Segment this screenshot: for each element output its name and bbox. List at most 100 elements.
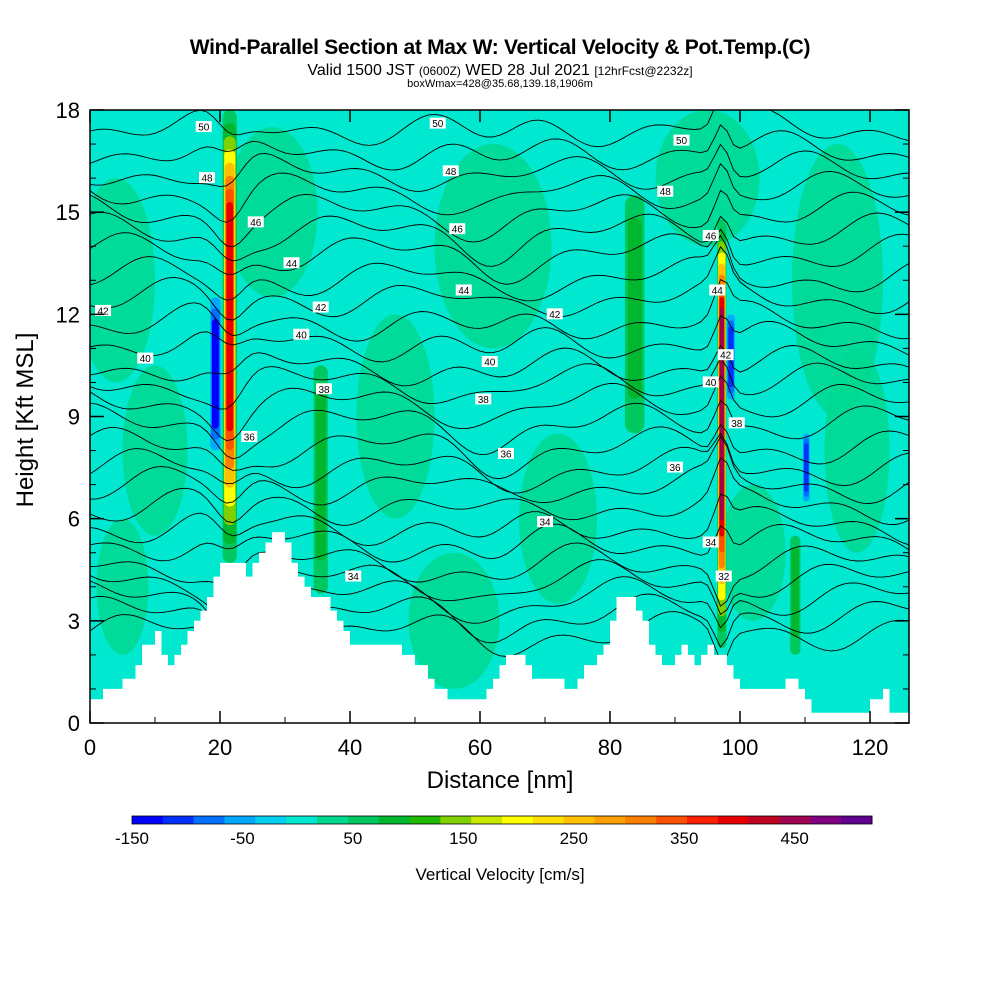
theta-contour — [90, 432, 909, 494]
y-tick-label: 15 — [56, 200, 80, 225]
colorbar-swatch — [841, 816, 873, 824]
contour-label: 50 — [198, 123, 210, 134]
contour-label-box — [709, 284, 726, 296]
y-tick-label: 0 — [68, 711, 80, 736]
contour-label: 48 — [660, 187, 672, 198]
contour-label: 44 — [712, 286, 724, 297]
colorbar-tick-label: -150 — [115, 829, 149, 848]
valid-prefix: Valid 1500 JST — [307, 62, 415, 79]
contour-label-box — [673, 134, 690, 146]
theta-contour — [90, 211, 909, 267]
colorbar-swatch — [317, 816, 349, 824]
contour-label-box — [199, 172, 215, 184]
colorbar-tick-label: 50 — [343, 829, 362, 848]
colorbar-swatch — [779, 816, 811, 824]
contour-label: 38 — [318, 385, 330, 396]
contour-label-box — [537, 516, 553, 528]
theta-contour — [90, 315, 909, 363]
theta-contour — [90, 435, 909, 506]
downdraft-down-19nm — [210, 297, 221, 451]
weak-updraft-patch — [824, 348, 890, 553]
contour-label: 50 — [676, 136, 688, 147]
contour-label: 40 — [140, 354, 152, 365]
theta-contour — [90, 246, 909, 321]
contour-label: 42 — [97, 306, 109, 317]
colorbar: -150 -50 50 150 250 350 450 — [115, 815, 873, 848]
colorbar-tick-label: 150 — [449, 829, 477, 848]
weak-updraft-patch — [122, 365, 188, 536]
updraft-level — [315, 387, 327, 561]
colorbar-swatch — [748, 816, 780, 824]
contour-label: 38 — [478, 395, 490, 406]
weak-updraft-patch — [90, 178, 155, 383]
theta-contour — [90, 278, 909, 342]
colorbar-tick-label: 350 — [670, 829, 698, 848]
colorbar-swatch — [563, 816, 595, 824]
x-tick-label: 60 — [468, 735, 492, 760]
contour-label: 48 — [201, 174, 213, 185]
updraft-cell-97nm — [717, 218, 727, 649]
colorbar-swatch — [409, 816, 441, 824]
weak-updraft-patch — [720, 484, 786, 621]
weak-updraft-patch — [226, 127, 318, 298]
contour-label-box — [345, 570, 362, 582]
contour-label-box — [715, 570, 732, 582]
contour-label-box — [247, 216, 264, 228]
theta-contour — [90, 110, 909, 148]
y-axis-title: Height [Kft MSL] — [12, 333, 39, 508]
updraft-level — [627, 217, 642, 399]
weak-updraft-patch — [792, 144, 883, 417]
updraft-level — [791, 547, 800, 638]
contour-label: 40 — [484, 358, 496, 369]
updraft-cell-109nm — [790, 535, 801, 655]
contour-label: 44 — [286, 259, 298, 270]
colorbar-swatch — [594, 816, 626, 824]
valid-utc: (0600Z) — [418, 64, 461, 78]
contour-label-box — [498, 447, 514, 459]
contour-label-box — [95, 304, 111, 316]
contour-label-box — [667, 461, 683, 473]
downdraft-level — [804, 443, 809, 492]
contour-label-box — [717, 349, 734, 361]
valid-time-line: Valid 1500 JST (0600Z) WED 28 Jul 2021 [… — [0, 62, 1000, 80]
colorbar-swatch — [656, 816, 688, 824]
contour-label: 34 — [539, 518, 551, 529]
x-tick-label: 80 — [598, 735, 622, 760]
updraft-level — [719, 308, 724, 521]
contour-label-box — [449, 223, 466, 235]
theta-contour — [90, 162, 909, 223]
contour-label-box — [442, 165, 459, 177]
weak-updraft-patch — [434, 144, 552, 349]
contour-label: 48 — [445, 167, 457, 178]
colorbar-title: Vertical Velocity [cm/s] — [415, 865, 584, 884]
updraft-cell-20nm — [222, 110, 237, 563]
theta-contours — [90, 110, 909, 662]
theta-contour — [90, 357, 909, 410]
theta-contour — [90, 423, 909, 480]
title-main: Wind-Parallel Section at Max W: Vertical… — [189, 36, 783, 59]
contour-label-box — [316, 383, 332, 395]
colorbar-swatch — [286, 816, 318, 824]
forecast-info: [12hrFcst@2232z] — [594, 64, 693, 78]
downdraft-level — [212, 319, 219, 429]
weak-updraft-patch — [519, 433, 597, 604]
contour-label: 40 — [296, 330, 308, 341]
contour-label: 42 — [315, 303, 327, 314]
colorbar-swatch — [162, 816, 195, 824]
contour-label-box — [475, 393, 492, 405]
colorbar-swatch — [717, 816, 750, 824]
theta-contour — [90, 234, 909, 302]
downdraft-down-110nm — [803, 433, 810, 502]
theta-contour — [90, 143, 909, 192]
y-tick-label: 18 — [56, 98, 80, 123]
y-tick-label: 6 — [68, 507, 80, 532]
y-tick-label: 9 — [68, 405, 80, 430]
contour-labels: 50 50 50 48 48 48 46 46 46 44 44 44 42 42 42 42 40 40 40 40… — [95, 117, 745, 583]
contour-label: 32 — [718, 572, 730, 583]
colorbar-swatch — [625, 816, 657, 824]
updraft-cell-84nm — [624, 195, 645, 434]
contour-label: 46 — [452, 225, 464, 236]
copyright-mark: (C) — [781, 36, 811, 59]
terrain — [90, 532, 909, 723]
weak-updraft-patch — [408, 552, 500, 689]
